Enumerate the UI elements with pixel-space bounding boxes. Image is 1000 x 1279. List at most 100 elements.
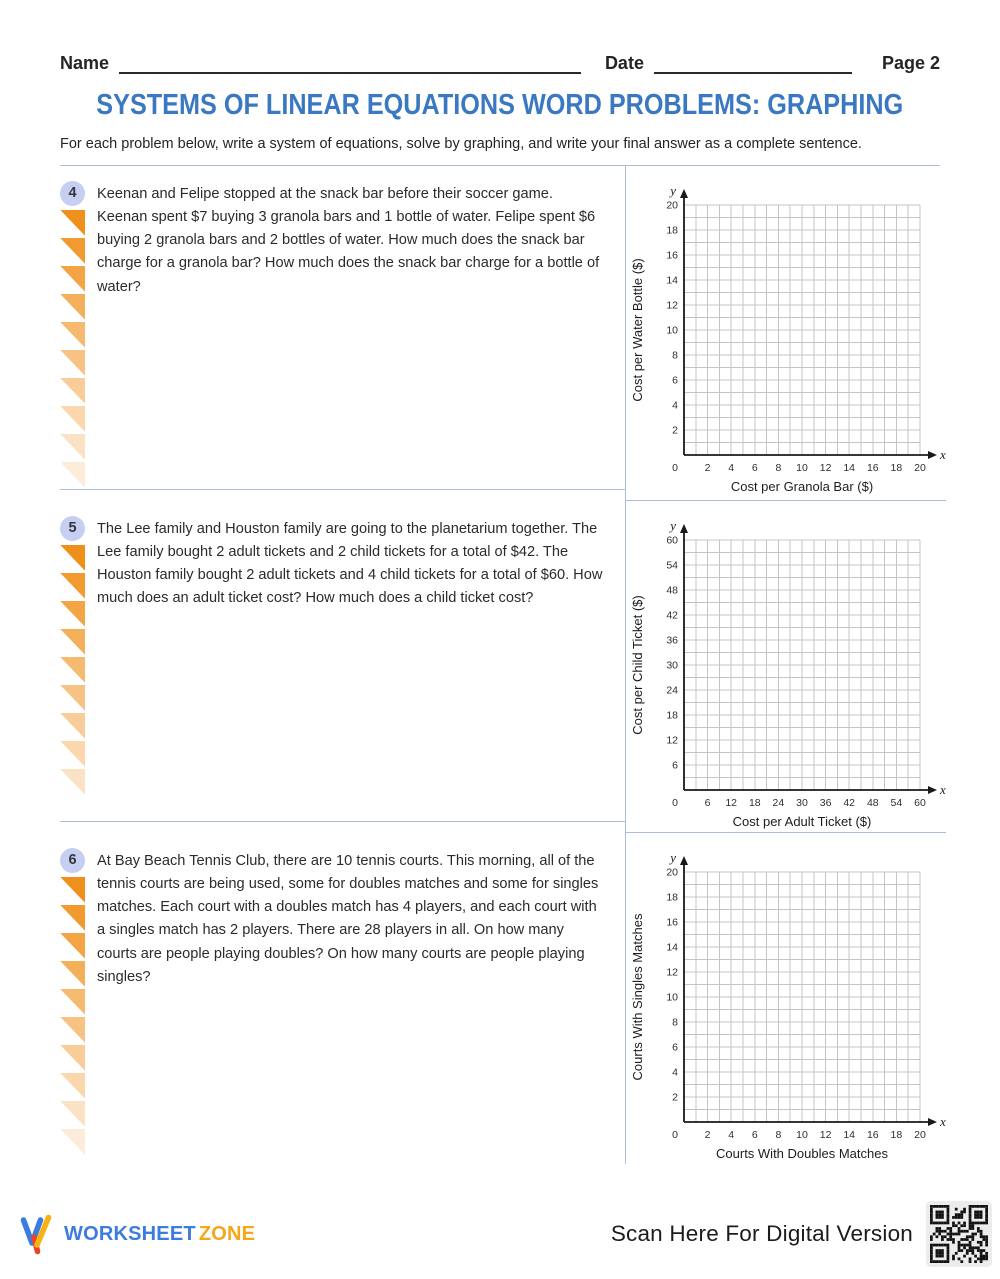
problem-6-graph-area: y x 0 2 4 6 8 10 12 14 16 18 20 2 4 6 8 10 12 14 16 18 20 Court… <box>625 832 946 1164</box>
svg-text:42: 42 <box>843 797 855 809</box>
problem-4-text: Keenan and Felipe stopped at the snack b… <box>97 185 600 295</box>
accent-triangle <box>60 600 85 627</box>
accent-triangle <box>60 293 85 320</box>
problems-section: 4 Keenan and Felipe stopped at the snack… <box>60 164 946 1164</box>
svg-text:x: x <box>939 447 946 462</box>
svg-text:2: 2 <box>705 462 711 474</box>
problem-6-left: 6 At Bay Beach Tennis Club, there are 10… <box>60 833 625 1164</box>
title-wrap: SYSTEMS OF LINEAR EQUATIONS WORD PROBLEM… <box>0 89 1000 122</box>
accent-triangle <box>60 405 85 432</box>
accent-triangle <box>60 1072 85 1099</box>
date-label: Date <box>604 53 644 73</box>
svg-text:48: 48 <box>867 797 879 809</box>
svg-text:4: 4 <box>728 462 734 474</box>
problem-number-badge: 4 <box>60 180 85 206</box>
svg-text:12: 12 <box>725 797 737 809</box>
svg-text:16: 16 <box>666 249 678 261</box>
accent-triangle <box>60 544 85 571</box>
svg-text:6: 6 <box>752 1129 758 1141</box>
svg-text:6: 6 <box>705 797 711 809</box>
svg-text:54: 54 <box>891 797 903 809</box>
qr-code-icon <box>930 1205 988 1263</box>
svg-text:8: 8 <box>775 1129 781 1141</box>
scan-group: Scan Here For Digital Version <box>611 1201 992 1267</box>
worksheetzone-logo-icon <box>20 1214 52 1255</box>
accent-triangle <box>60 461 85 488</box>
svg-text:10: 10 <box>666 991 678 1003</box>
svg-text:12: 12 <box>820 1129 832 1141</box>
accent-triangle <box>60 740 85 767</box>
svg-text:20: 20 <box>914 1129 926 1141</box>
graph-wrap: y x 0 2 4 6 8 10 12 14 16 18 20 2 4 6 8 10 12 14 16 18 20 Court… <box>626 833 946 1164</box>
accent-triangle <box>60 768 85 795</box>
svg-text:0: 0 <box>672 797 678 809</box>
accent-triangle <box>60 349 85 376</box>
accent-triangle <box>60 1128 85 1155</box>
svg-text:24: 24 <box>666 684 678 696</box>
svg-text:y: y <box>668 518 676 533</box>
accent-triangle <box>60 572 85 599</box>
svg-text:0: 0 <box>672 462 678 474</box>
svg-text:16: 16 <box>867 462 879 474</box>
brand-logo: WORKSHEET ZONE <box>20 1213 255 1255</box>
svg-text:60: 60 <box>914 797 926 809</box>
svg-text:30: 30 <box>796 797 808 809</box>
svg-text:14: 14 <box>843 462 855 474</box>
accent-triangle-column <box>60 876 85 1155</box>
accent-triangle <box>60 684 85 711</box>
svg-text:36: 36 <box>666 634 678 646</box>
accent-triangle <box>60 1100 85 1127</box>
svg-text:y: y <box>668 183 676 198</box>
qr-code-box <box>926 1201 992 1267</box>
svg-text:x: x <box>939 782 946 797</box>
svg-text:20: 20 <box>666 866 678 878</box>
accent-triangle <box>60 209 85 236</box>
svg-text:2: 2 <box>672 424 678 436</box>
accent-triangle-column <box>60 544 85 795</box>
svg-text:8: 8 <box>672 1016 678 1028</box>
problem-5-left: 5 The Lee family and Houston family are … <box>60 501 625 822</box>
brand-word-worksheet: WORKSHEET <box>64 1222 196 1245</box>
graph-grid-problem-6: y x 0 2 4 6 8 10 12 14 16 18 20 2 4 6 8 10 12 14 16 18 20 Court… <box>630 850 946 1161</box>
graph-wrap: y x 0 2 4 6 8 10 12 14 16 18 20 2 4 6 8 10 12 14 16 18 20 Cost … <box>626 166 946 497</box>
svg-text:12: 12 <box>666 299 678 311</box>
svg-text:10: 10 <box>796 462 808 474</box>
svg-text:14: 14 <box>843 1129 855 1141</box>
graph-grid-problem-5: y x 0 6 12 18 24 30 36 42 48 54 60 6 12 18 24 30 36 42 48 54 6… <box>630 518 946 829</box>
page-title: SYSTEMS OF LINEAR EQUATIONS WORD PROBLEM… <box>96 89 904 121</box>
svg-text:y: y <box>668 850 676 865</box>
svg-text:8: 8 <box>775 462 781 474</box>
problem-row-6: 6 At Bay Beach Tennis Club, there are 10… <box>60 832 946 1164</box>
svg-text:30: 30 <box>666 659 678 671</box>
svg-text:12: 12 <box>666 966 678 978</box>
svg-text:Cost per Adult Ticket ($): Cost per Adult Ticket ($) <box>733 814 872 829</box>
problem-6-text: At Bay Beach Tennis Club, there are 10 t… <box>97 852 599 985</box>
scan-here-text: Scan Here For Digital Version <box>610 1221 913 1246</box>
brand-wordmark: WORKSHEET ZONE <box>64 1223 255 1246</box>
svg-text:20: 20 <box>666 199 678 211</box>
date-blank-line <box>653 52 852 74</box>
svg-text:12: 12 <box>820 462 832 474</box>
svg-text:6: 6 <box>672 1041 678 1053</box>
svg-text:14: 14 <box>666 941 678 953</box>
instructions-text: For each problem below, write a system o… <box>60 136 862 152</box>
svg-text:4: 4 <box>672 1066 678 1078</box>
accent-triangle <box>60 377 85 404</box>
header: Name Date Page 2 <box>60 52 940 74</box>
svg-text:2: 2 <box>705 1129 711 1141</box>
svg-text:54: 54 <box>666 559 678 571</box>
accent-triangle <box>60 932 85 959</box>
problem-4-graph-area: y x 0 2 4 6 8 10 12 14 16 18 20 2 4 6 8 10 12 14 16 18 20 Cost … <box>625 165 946 501</box>
svg-text:18: 18 <box>666 709 678 721</box>
svg-text:24: 24 <box>773 797 785 809</box>
brand-word-zone: ZONE <box>198 1222 256 1245</box>
svg-text:Courts With Doubles Matches: Courts With Doubles Matches <box>716 1146 888 1161</box>
problem-4-left: 4 Keenan and Felipe stopped at the snack… <box>60 166 625 490</box>
svg-text:10: 10 <box>796 1129 808 1141</box>
svg-text:4: 4 <box>672 399 678 411</box>
accent-triangle <box>60 904 85 931</box>
svg-text:6: 6 <box>672 759 678 771</box>
accent-triangle-column <box>60 209 85 488</box>
svg-text:18: 18 <box>891 462 903 474</box>
